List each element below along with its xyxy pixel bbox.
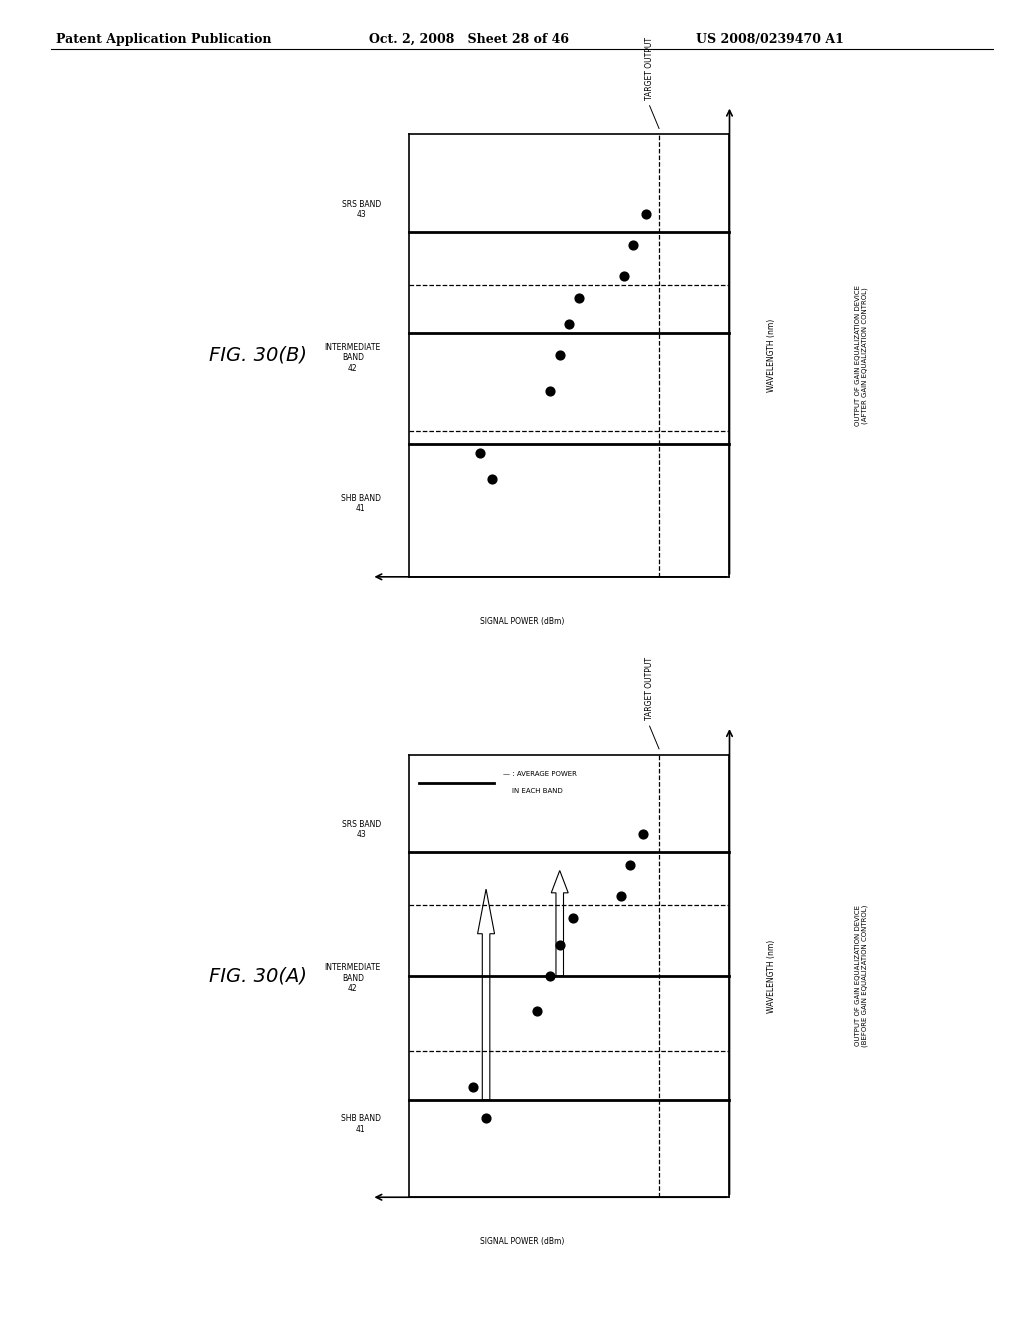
Text: WAVELENGTH (nm): WAVELENGTH (nm)	[767, 319, 776, 392]
Point	[542, 380, 558, 401]
Text: SRS BAND
43: SRS BAND 43	[342, 820, 381, 840]
Text: TARGET OUTPUT: TARGET OUTPUT	[645, 657, 654, 721]
Text: SIGNAL POWER (dBm): SIGNAL POWER (dBm)	[480, 1237, 564, 1246]
Text: WAVELENGTH (nm): WAVELENGTH (nm)	[767, 940, 776, 1012]
Text: Oct. 2, 2008   Sheet 28 of 46: Oct. 2, 2008 Sheet 28 of 46	[369, 33, 568, 46]
Point	[552, 345, 568, 366]
Text: INTERMEDIATE
BAND
42: INTERMEDIATE BAND 42	[325, 343, 381, 372]
Point	[626, 234, 642, 255]
Point	[612, 886, 629, 907]
Text: SHB BAND
41: SHB BAND 41	[341, 494, 381, 513]
Text: OUTPUT OF GAIN EQUALIZATION DEVICE
(AFTER GAIN EQUALIZATION CONTROL): OUTPUT OF GAIN EQUALIZATION DEVICE (AFTE…	[855, 285, 868, 426]
Point	[552, 935, 568, 956]
Point	[570, 288, 587, 309]
Text: US 2008/0239470 A1: US 2008/0239470 A1	[696, 33, 844, 46]
Point	[561, 314, 578, 335]
Text: INTERMEDIATE
BAND
42: INTERMEDIATE BAND 42	[325, 964, 381, 993]
Text: FIG. 30(A): FIG. 30(A)	[210, 966, 307, 985]
Point	[622, 854, 638, 875]
Point	[478, 1107, 495, 1129]
Text: Patent Application Publication: Patent Application Publication	[56, 33, 271, 46]
FancyArrow shape	[551, 870, 568, 975]
Text: TARGET OUTPUT: TARGET OUTPUT	[645, 37, 654, 100]
Text: SRS BAND
43: SRS BAND 43	[342, 199, 381, 219]
FancyArrow shape	[477, 890, 495, 1100]
Text: OUTPUT OF GAIN EQUALIZATION DEVICE
(BEFORE GAIN EQUALIZATION CONTROL): OUTPUT OF GAIN EQUALIZATION DEVICE (BEFO…	[855, 904, 868, 1047]
Point	[484, 469, 501, 490]
Point	[638, 203, 654, 224]
Text: SHB BAND
41: SHB BAND 41	[341, 1114, 381, 1134]
Text: — : AVERAGE POWER: — : AVERAGE POWER	[504, 771, 578, 777]
Point	[615, 265, 632, 286]
Text: IN EACH BAND: IN EACH BAND	[504, 788, 563, 795]
Point	[529, 1001, 546, 1022]
Point	[465, 1076, 481, 1097]
Point	[542, 965, 558, 986]
Point	[564, 908, 581, 929]
Text: FIG. 30(B): FIG. 30(B)	[210, 346, 307, 364]
Point	[635, 824, 651, 845]
Text: SIGNAL POWER (dBm): SIGNAL POWER (dBm)	[480, 616, 564, 626]
Point	[471, 442, 487, 463]
